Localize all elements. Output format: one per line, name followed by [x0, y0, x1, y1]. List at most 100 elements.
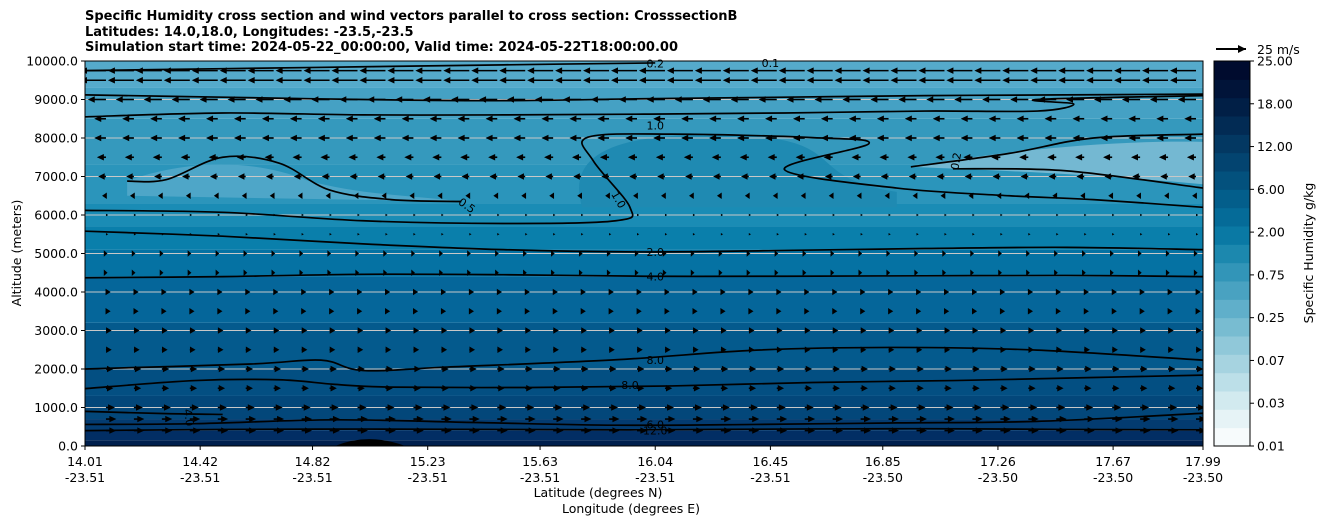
wind-vector: [1168, 213, 1171, 217]
wind-vector-head: [255, 96, 263, 103]
wind-vector-head: [1075, 154, 1083, 161]
wind-vector-head: [360, 427, 368, 434]
wind-vector-head: [832, 308, 838, 315]
wind-vector-head: [330, 385, 337, 392]
wind-vector-head: [329, 346, 336, 353]
wind-vector-head: [721, 385, 729, 392]
wind-vector: [944, 213, 947, 217]
wind-vector-head: [858, 269, 863, 276]
contour-line-0.2: [85, 62, 656, 72]
wind-vector-head: [1140, 327, 1146, 334]
contour-labels: 0.2 0.11.00.20.5 1.02.04.08.08.04.0 6.012.0: [181, 57, 965, 438]
wind-vector-head: [653, 134, 661, 142]
wind-vector-head: [942, 269, 947, 276]
colorbar-segment: [1214, 207, 1250, 227]
wind-vector-head: [339, 96, 347, 103]
wind-vector-head: [439, 250, 443, 257]
wind-vector-head: [776, 346, 783, 353]
chart-title: Specific Humidity cross section and wind…: [85, 9, 737, 56]
wind-vector-head: [385, 327, 392, 334]
wind-vector-head: [907, 154, 915, 161]
wind-vector-head: [359, 404, 367, 411]
colorbar-tick-label: 2.00: [1257, 225, 1285, 240]
wind-vector-head: [1142, 77, 1150, 84]
wind-vector: [1196, 213, 1199, 217]
wind-vector-head: [299, 250, 304, 257]
wind-vector-head: [674, 96, 682, 103]
wind-vector-head: [134, 327, 140, 334]
wind-vector-head: [765, 134, 773, 142]
wind-vector-head: [150, 115, 158, 122]
wind-vector-head: [1167, 308, 1173, 315]
wind-vector-head: [861, 385, 868, 392]
wind-vector-head: [695, 404, 703, 411]
wind-vector-head: [554, 365, 561, 373]
wind-vector-head: [856, 192, 862, 199]
wind-vector-head: [1196, 327, 1202, 334]
wind-vector-head: [499, 404, 507, 411]
wind-vector-head: [1031, 415, 1039, 423]
wind-vector-head: [1170, 404, 1178, 411]
wind-vector-head: [1184, 115, 1192, 122]
wind-vector-head: [381, 192, 387, 199]
contour-line-8.0: [85, 346, 1203, 372]
wind-vector: [441, 213, 444, 217]
wind-vector-head: [1084, 346, 1090, 353]
wind-vector-head: [625, 115, 633, 122]
wind-vector-head: [884, 192, 890, 199]
wind-vector-head: [1193, 250, 1198, 257]
colorbar: 0.01 0.03 0.07 0.25 0.75 2.00 6.00 12.00 18.00 25…: [1213, 54, 1293, 454]
wind-vector-head: [597, 115, 605, 122]
wind-vector-head: [932, 115, 940, 122]
contour-line-0.2: [85, 93, 1203, 102]
wind-vector-head: [608, 308, 614, 315]
wind-vector-head: [1026, 269, 1030, 276]
wind-vector-head: [1057, 385, 1064, 392]
wind-vector: [692, 213, 696, 217]
wind-vector-head: [848, 115, 856, 122]
wind-vector-head: [1100, 115, 1108, 122]
wind-vector: [944, 233, 947, 236]
wind-vector-head: [1128, 134, 1136, 142]
wind-vector-head: [247, 67, 255, 74]
wind-vector-head: [998, 269, 1002, 276]
wind-vector-head: [972, 327, 979, 334]
wind-vector-head: [1030, 77, 1038, 84]
wind-vector-head: [122, 134, 130, 142]
wind-vector-head: [468, 308, 474, 315]
wind-vector-head: [665, 327, 671, 334]
wind-vector-head: [485, 134, 493, 142]
wind-vector-head: [638, 365, 645, 373]
x-tick-label-lat: 16.04: [637, 454, 673, 469]
wind-vector-head: [234, 115, 242, 122]
humidity-band: [85, 369, 1203, 396]
wind-vector-head: [597, 134, 605, 142]
wind-vector-head: [348, 154, 356, 161]
wind-vector-head: [109, 415, 117, 423]
wind-vector-head: [440, 288, 447, 296]
x-tick-label-lon: -23.51: [180, 470, 220, 485]
wind-vector-head: [974, 77, 982, 84]
wind-vector-head: [373, 115, 381, 122]
wind-vector-head: [305, 415, 313, 423]
wind-vector-head: [1056, 327, 1062, 334]
contour-lines: [85, 62, 1203, 432]
wind-vector-head: [689, 192, 694, 199]
wind-vector: [692, 233, 696, 236]
wind-vector-head: [353, 192, 359, 199]
wind-vector-head: [999, 308, 1006, 315]
wind-vector-head: [302, 365, 309, 373]
wind-vector-head: [1024, 192, 1030, 199]
wind-vector-head: [963, 154, 971, 161]
wind-vector-head: [1085, 365, 1092, 373]
wind-vector-head: [206, 115, 214, 122]
wind-vector-head: [1156, 134, 1164, 142]
wind-vector-head: [988, 134, 996, 142]
wind-vector-head: [944, 346, 951, 353]
wind-vector-head: [862, 67, 870, 74]
wind-vector: [1084, 233, 1087, 236]
wind-vector-head: [833, 385, 840, 392]
wind-vector-head: [357, 308, 363, 315]
wind-vector-head: [271, 269, 276, 276]
wind-vector-head: [94, 115, 102, 122]
